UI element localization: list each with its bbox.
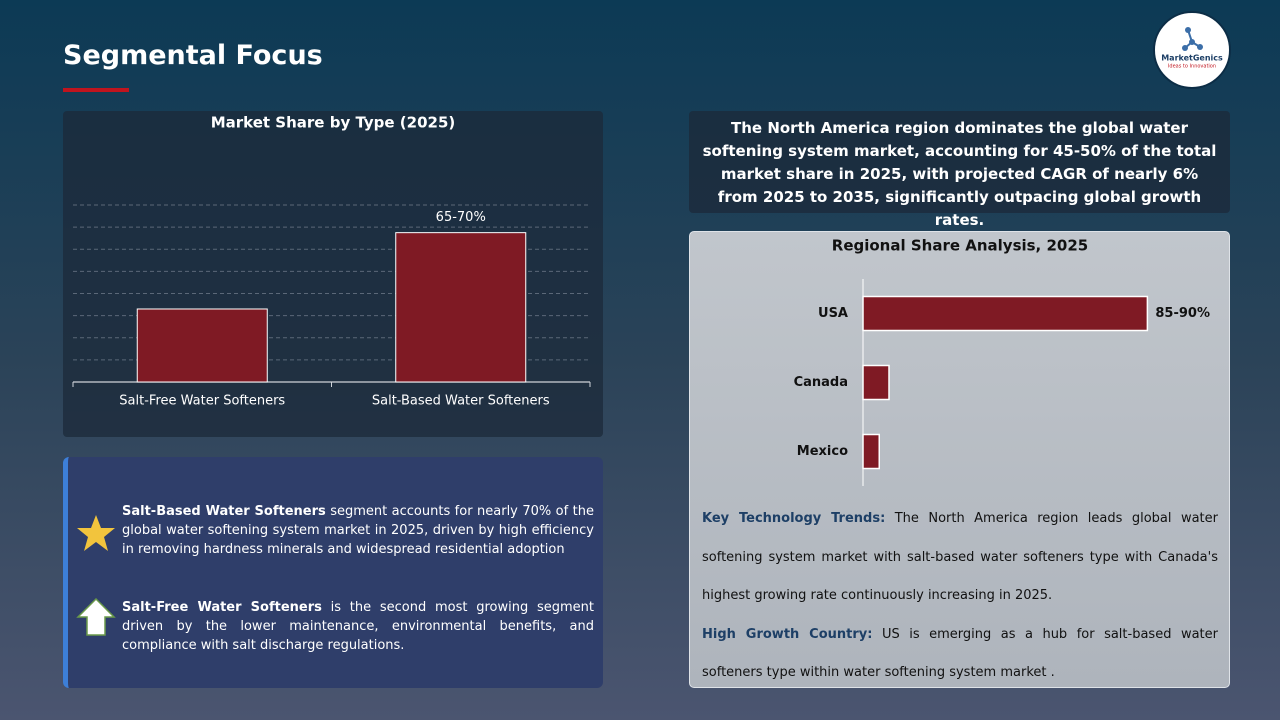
highlight-text: Salt-Based Water Softeners segment accou… [122, 502, 594, 559]
x-tick-label: Salt-Free Water Softeners [119, 394, 285, 409]
logo: MarketGenics Ideas to Innovation [1153, 11, 1231, 89]
highlight-body: is the second most growing segment drive… [122, 600, 595, 653]
x-tick-label: Salt-Based Water Softeners [372, 394, 550, 409]
logo-tagline: Ideas to Innovation [1168, 64, 1216, 70]
bar [395, 232, 527, 383]
note: High Growth Country: US is emerging as a… [702, 616, 1218, 693]
highlight-lead: Salt-Based Water Softeners [122, 504, 326, 519]
note: Key Technology Trends: The North America… [702, 500, 1218, 616]
y-tick-label: Mexico [797, 444, 848, 459]
summary: The North America region dominates the g… [689, 111, 1230, 229]
bar [862, 364, 890, 401]
highlight-lead: Salt-Free Water Softeners [122, 600, 322, 615]
value-label: 85-90% [1155, 306, 1210, 321]
type-chart: Market Share by Type (2025) Salt-Free Wa… [63, 111, 603, 437]
highlight-body: segment accounts for nearly 70% of the g… [122, 504, 594, 557]
slide-title: Segmental Focus [63, 40, 323, 71]
bar [136, 308, 268, 383]
chart-title: Regional Share Analysis, 2025 [832, 237, 1088, 255]
bar [862, 295, 1149, 332]
title-underline [63, 88, 129, 92]
logo-name: MarketGenics [1161, 54, 1223, 63]
y-tick-label: USA [818, 306, 848, 321]
star-icon [77, 515, 115, 551]
note-text: US is emerging as a hub for salt-based w… [702, 626, 1218, 681]
arrow-icon [76, 597, 116, 636]
value-label: 65-70% [436, 210, 486, 225]
y-tick-label: Canada [794, 375, 848, 390]
note-text: The North America region leads global wa… [702, 511, 1218, 603]
note-label: Key Technology Trends: [702, 511, 886, 526]
notes: Key Technology Trends: The North America… [702, 500, 1218, 693]
chart-title: Market Share by Type (2025) [211, 114, 456, 132]
regional-panel: Regional Share Analysis, 2025 USA 85-90% C… [689, 231, 1230, 688]
note-label: High Growth Country: [702, 626, 873, 642]
highlight-text: Salt-Free Water Softeners is the second … [122, 598, 594, 655]
bar [862, 433, 880, 470]
regional-chart: Regional Share Analysis, 2025 USA 85-90% C… [794, 237, 1210, 486]
highlights-panel: Salt-Based Water Softeners segment accou… [63, 457, 603, 688]
